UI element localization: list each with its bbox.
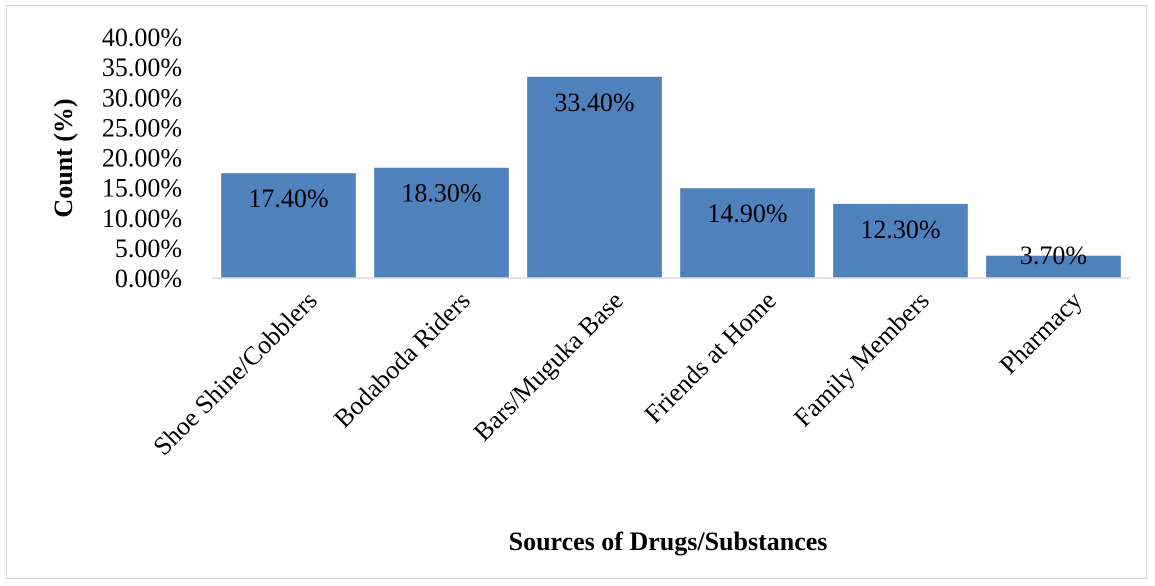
- x-axis-title: Sources of Drugs/Substances: [509, 527, 828, 556]
- y-tick-label: 0.00%: [115, 264, 182, 293]
- y-tick-label: 35.00%: [102, 53, 182, 82]
- category-label: Friends at Home: [639, 286, 782, 429]
- data-label: 18.30%: [401, 179, 481, 208]
- category-label: Bars/Muguka Base: [468, 286, 629, 447]
- bar: [986, 255, 1121, 278]
- category-label: Bodaboda Riders: [328, 286, 476, 434]
- y-axis-title: Count (%): [49, 98, 78, 217]
- y-tick-label: 10.00%: [102, 204, 182, 233]
- data-labels: 17.40% 18.30% 33.40% 14.90% 12.30% 3.70%: [248, 88, 1087, 270]
- bar: [680, 188, 815, 278]
- bar: [374, 167, 509, 278]
- y-tick-label: 30.00%: [102, 83, 182, 112]
- data-label: 3.70%: [1020, 241, 1087, 270]
- category-labels: Shoe Shine/Cobblers Bodaboda RidersBars/M…: [147, 286, 1087, 461]
- y-tick-label: 20.00%: [102, 144, 182, 173]
- bar: [527, 76, 662, 278]
- data-label: 14.90%: [707, 199, 787, 228]
- bar: [221, 173, 356, 278]
- y-tick-label: 5.00%: [115, 234, 182, 263]
- data-label: 17.40%: [248, 184, 328, 213]
- y-tick-label: 15.00%: [102, 174, 182, 203]
- bars: [221, 76, 1121, 278]
- category-label: Family Members: [788, 286, 935, 433]
- y-tick-label: 25.00%: [102, 113, 182, 142]
- category-label: Shoe Shine/Cobblers: [147, 286, 322, 461]
- y-tick-label: 40.00%: [102, 23, 182, 52]
- y-axis-ticks: 0.00%5.00%10.00%15.00%20.00%25.00%30.00%…: [102, 23, 182, 293]
- bar: [833, 203, 968, 278]
- category-label: Pharmacy: [994, 286, 1088, 380]
- data-label: 12.30%: [860, 215, 940, 244]
- data-label: 33.40%: [554, 88, 634, 117]
